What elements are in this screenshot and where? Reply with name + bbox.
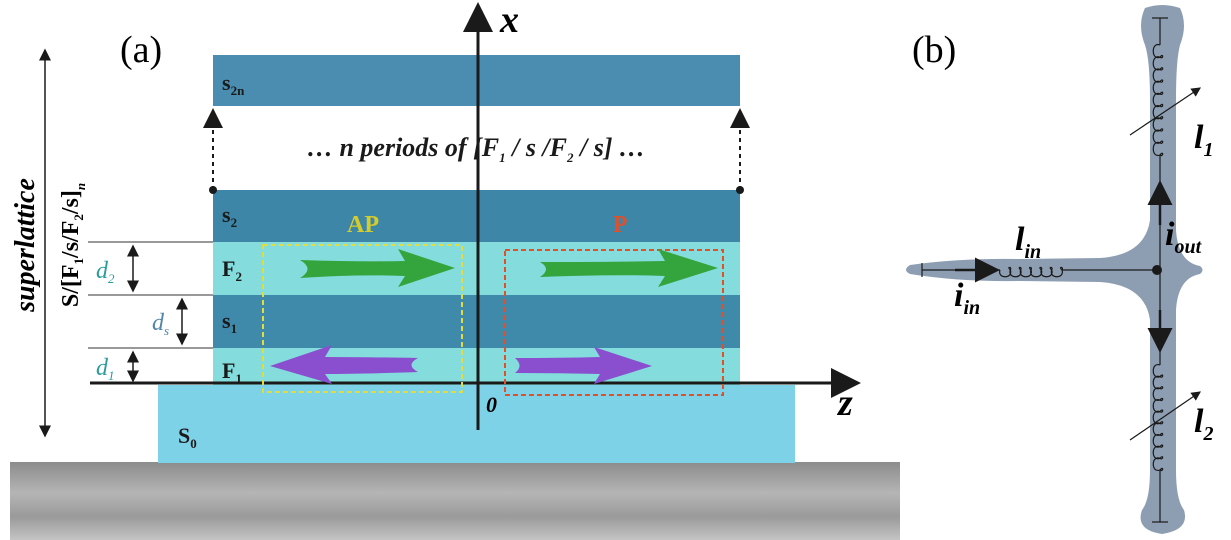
thickness-label-sub: 1 [108,368,115,383]
thickness-label-sub: 2 [108,271,115,286]
formula-part: /s/F [58,221,84,259]
substrate-ground [10,462,900,540]
inductor-label: l1 [1194,119,1213,161]
origin-label: 0 [486,392,497,417]
superlattice-label: superlattice [10,178,41,313]
figure: (a) x z 0 s2n s2 F2 s1 F1 S0 … n periods… [0,0,1231,540]
periods-text: … n periods of [F1 / s /F2 / s] … [307,133,645,165]
inductor-label: lin [1015,221,1041,263]
layer-label-sub: 0 [190,436,197,451]
thickness-label-sub: s [164,323,169,338]
formula-sub: n [73,183,88,190]
panel-label: (b) [912,29,956,71]
current-label: iin [954,277,980,319]
periods-part: … n periods of [F [307,133,499,162]
formula-part: /s] [58,190,84,215]
layer-label-sub: 2n [231,83,246,98]
layer-label-sub: 2 [235,269,242,284]
layer-label-sub: 1 [235,371,242,386]
axis-label: z [836,382,853,424]
periods-part: / s /F [506,133,567,162]
period-dot [209,186,217,194]
period-dot [736,186,744,194]
p-label: P [613,212,628,238]
thickness-label: d1 [96,355,115,383]
formula-part: S/[F [58,264,84,307]
layer-label: F [222,358,235,383]
current-label-sub: out [1174,236,1202,258]
inductor-label-sub: 2 [1202,423,1213,445]
ap-label: AP [347,212,379,238]
inductor-label-sub: 1 [1203,139,1213,161]
current-label-sub: in [963,297,980,319]
node [1152,265,1162,275]
layer-label-sub: 1 [231,321,238,336]
inductor-label-sub: in [1024,241,1041,263]
layer-label: S [178,423,190,448]
panel-label: (a) [120,29,162,71]
inductor-label: l2 [1194,403,1213,445]
axis-label: x [499,0,519,41]
layer-label-sub: 2 [231,215,238,230]
current-label: iout [1165,216,1203,258]
thickness-label: d2 [96,258,115,286]
periods-part: / s] … [574,133,646,162]
thickness-label: ds [152,310,169,338]
superlattice-formula: S/[F1/s/F2/s]n [58,183,88,307]
layer-label: F [222,256,235,281]
